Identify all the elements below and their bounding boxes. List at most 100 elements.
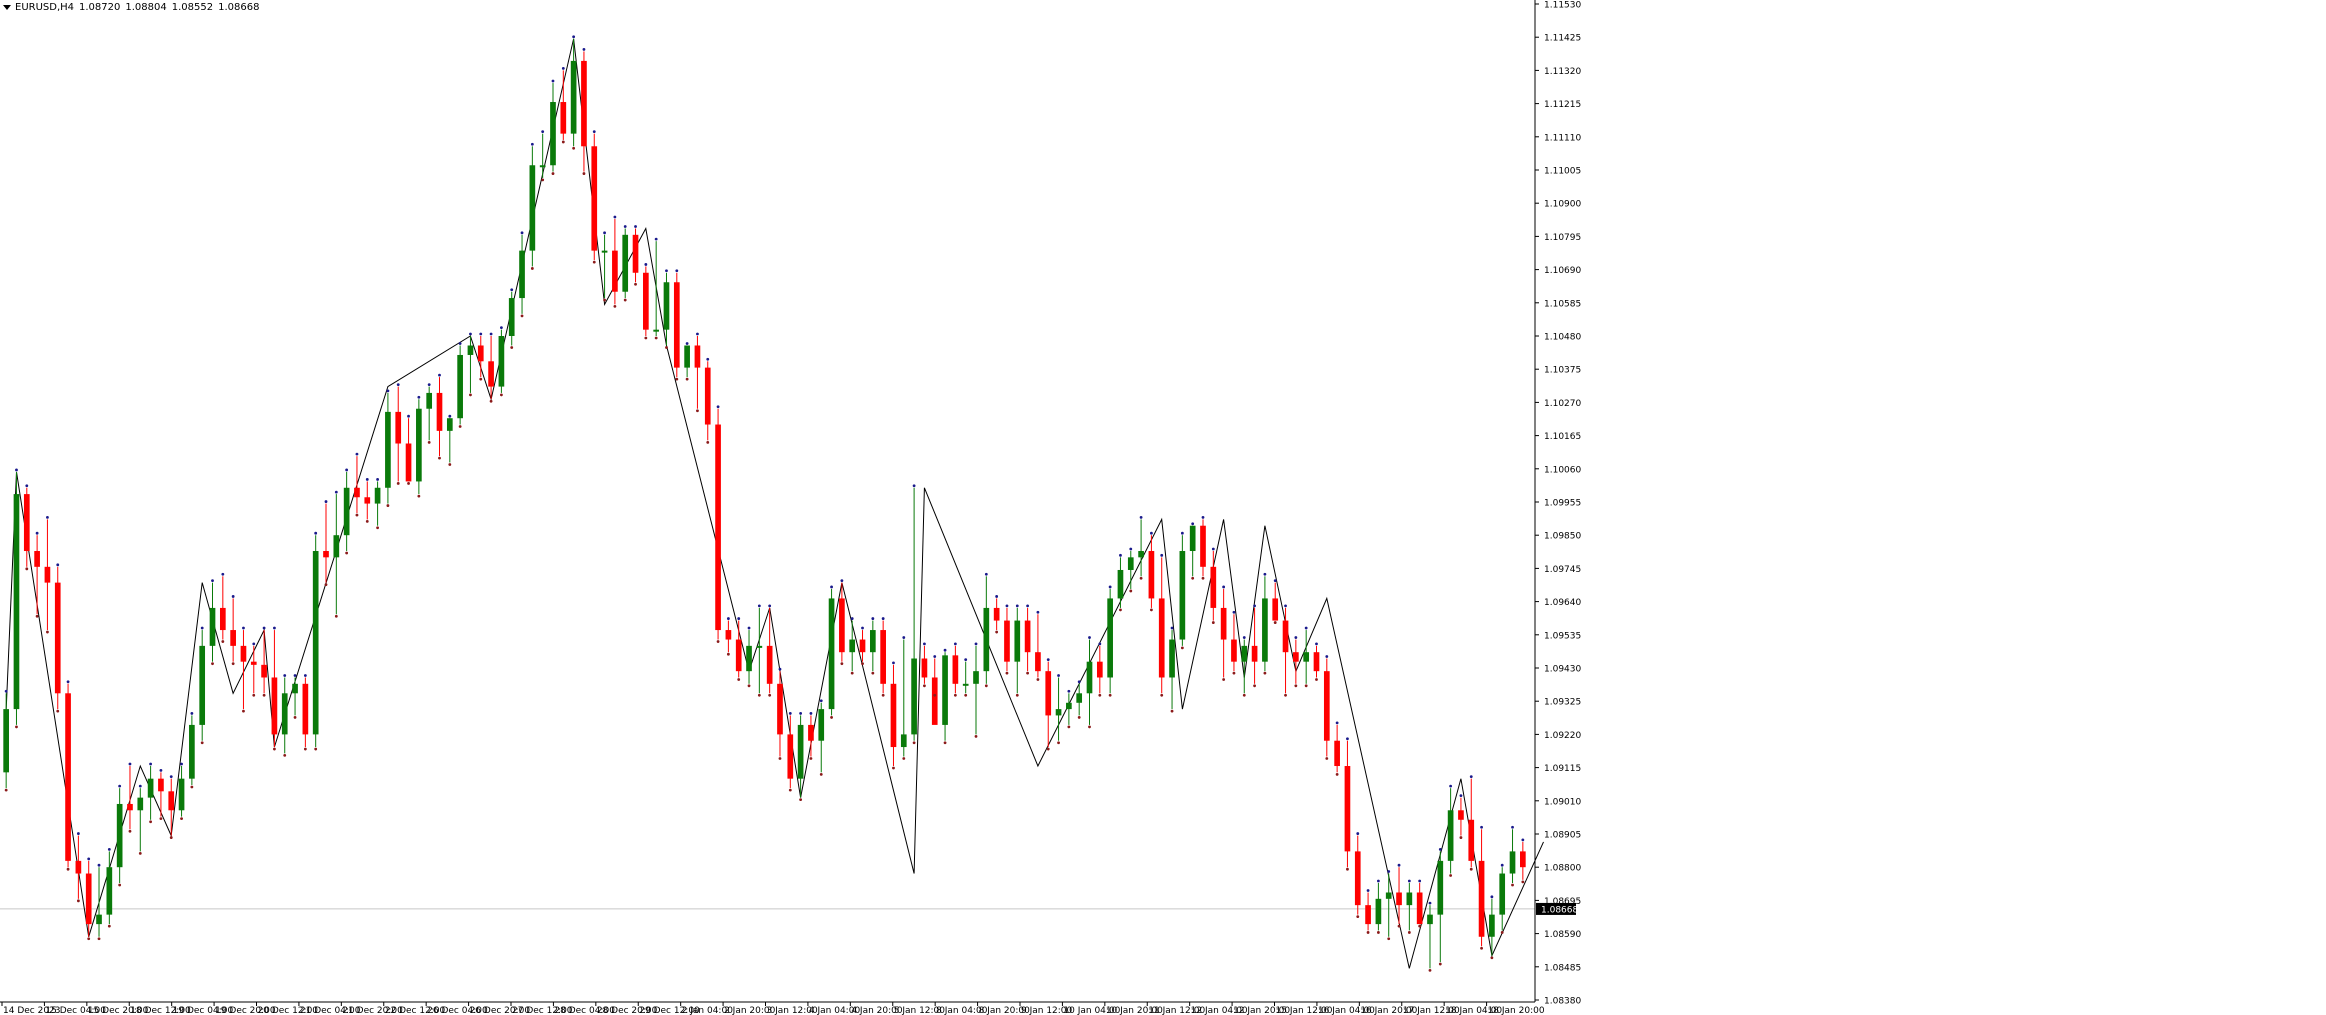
candle-body[interactable] [230, 630, 236, 646]
candle-body[interactable] [374, 487, 381, 504]
candle-body[interactable] [44, 566, 51, 583]
candle-body[interactable] [787, 734, 794, 779]
candle-body[interactable] [1468, 819, 1475, 861]
candle-body[interactable] [1437, 860, 1444, 915]
candle-body[interactable] [808, 724, 814, 741]
candle-body[interactable] [663, 282, 670, 330]
candle-body[interactable] [973, 671, 979, 684]
candle-body[interactable] [529, 165, 536, 251]
candle-body[interactable] [302, 683, 309, 735]
candle-body[interactable] [1231, 639, 1237, 662]
candle-body[interactable] [209, 607, 216, 646]
candle-body[interactable] [34, 551, 40, 567]
candle-body[interactable] [1251, 645, 1258, 662]
candle-body[interactable] [1086, 661, 1093, 694]
candle-body[interactable] [323, 551, 329, 558]
candle-body[interactable] [942, 655, 948, 725]
candle-body[interactable] [1200, 525, 1206, 567]
candle-body[interactable] [684, 345, 690, 368]
candle-body[interactable] [1241, 645, 1248, 662]
candle-body[interactable] [839, 598, 845, 653]
candle-body[interactable] [1520, 851, 1526, 868]
candle-body[interactable] [1375, 898, 1382, 925]
candle-body[interactable] [96, 914, 102, 925]
candle-body[interactable] [1127, 557, 1134, 570]
candle-body[interactable] [952, 655, 959, 684]
candle-body[interactable] [983, 607, 990, 672]
candle-body[interactable] [1096, 661, 1103, 678]
candle-body[interactable] [1447, 810, 1454, 861]
candle-body[interactable] [1148, 551, 1155, 599]
candle-body[interactable] [622, 234, 629, 292]
candle-body[interactable] [436, 392, 443, 431]
candle-body[interactable] [1220, 607, 1227, 640]
candle-body[interactable] [828, 598, 835, 710]
candle-body[interactable] [962, 683, 969, 686]
candle-body[interactable] [601, 250, 608, 253]
candle-body[interactable] [354, 487, 360, 498]
candle-body[interactable] [1179, 551, 1186, 640]
candle-body[interactable] [127, 803, 133, 811]
candle-body[interactable] [1354, 851, 1361, 906]
candle-body[interactable] [591, 146, 598, 251]
candle-body[interactable] [550, 102, 556, 166]
candle-body[interactable] [1478, 860, 1485, 937]
candle-body[interactable] [1344, 766, 1351, 852]
candle-body[interactable] [395, 411, 402, 444]
candle-body[interactable] [1385, 892, 1392, 899]
candle-body[interactable] [85, 873, 92, 925]
candle-body[interactable] [508, 298, 515, 336]
candle-body[interactable] [292, 683, 298, 694]
candle-body[interactable] [467, 345, 474, 355]
candle-body[interactable] [890, 683, 897, 748]
candle-body[interactable] [1035, 652, 1041, 672]
candle-body[interactable] [880, 630, 886, 684]
candle-body[interactable] [199, 645, 206, 725]
candle-body[interactable] [1066, 702, 1072, 710]
candle-body[interactable] [797, 724, 804, 779]
candle-body[interactable] [1076, 693, 1083, 703]
candle-body[interactable] [23, 494, 30, 552]
candle-body[interactable] [54, 582, 61, 694]
candle-body[interactable] [1323, 671, 1330, 741]
candle-body[interactable] [364, 497, 371, 504]
candle-body[interactable] [1313, 652, 1320, 672]
candle-body[interactable] [1406, 892, 1413, 906]
candle-body[interactable] [694, 345, 701, 368]
candle-body[interactable] [1045, 671, 1052, 716]
candle-body[interactable] [240, 645, 247, 662]
candle-body[interactable] [1509, 851, 1516, 874]
collapse-triangle-icon[interactable] [3, 4, 11, 10]
candle-body[interactable] [900, 734, 907, 748]
candle-body[interactable] [1014, 620, 1021, 662]
candle-body[interactable] [343, 487, 350, 536]
candle-body[interactable] [13, 494, 20, 710]
candle-body[interactable] [1272, 598, 1279, 621]
candle-body[interactable] [632, 234, 639, 273]
candle-body[interactable] [137, 797, 144, 811]
candle-body[interactable] [715, 424, 721, 631]
candle-body[interactable] [1262, 598, 1268, 662]
candle-body[interactable] [931, 677, 938, 725]
candle-body[interactable] [488, 361, 494, 387]
candle-body[interactable] [673, 282, 680, 368]
candle-body[interactable] [281, 693, 288, 735]
candle-body[interactable] [1024, 620, 1031, 653]
candle-body[interactable] [818, 709, 825, 741]
candle-body[interactable] [643, 272, 649, 330]
candle-body[interactable] [116, 803, 123, 868]
candle-body[interactable] [477, 345, 484, 362]
candle-body[interactable] [612, 250, 618, 292]
candle-body[interactable] [498, 336, 505, 387]
candle-body[interactable] [1293, 652, 1299, 662]
candle-body[interactable] [261, 664, 267, 678]
candle-body[interactable] [250, 661, 257, 665]
candle-body[interactable] [1282, 620, 1289, 653]
candle-body[interactable] [519, 250, 525, 299]
candle-body[interactable] [106, 867, 113, 915]
candle-body[interactable] [1416, 892, 1423, 925]
candle-body[interactable] [849, 639, 856, 653]
candle-body[interactable] [1117, 569, 1124, 599]
